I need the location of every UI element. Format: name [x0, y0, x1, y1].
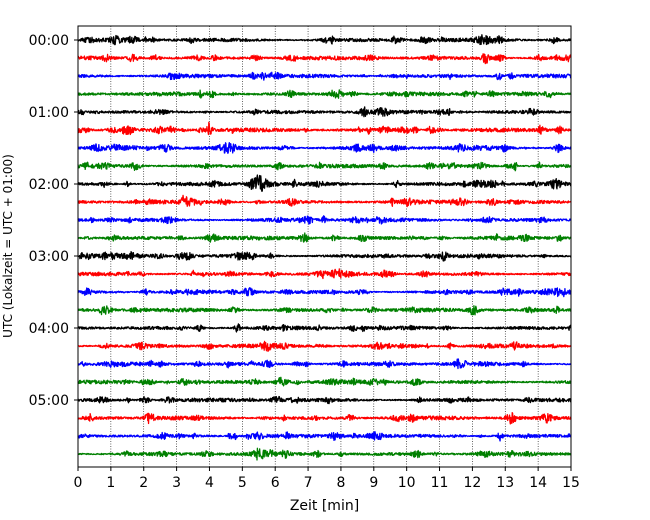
y-tick-label: 05:00: [29, 393, 69, 409]
seismic-trace: [77, 376, 572, 387]
seismic-trace: [77, 34, 572, 46]
seismic-trace: [77, 323, 572, 333]
seismic-trace: [77, 395, 572, 405]
x-tick-label: 5: [238, 475, 247, 491]
x-tick-label: 13: [496, 475, 514, 491]
seismic-trace: [77, 161, 572, 172]
x-axis: 0 1 2 3 4 5 6 7 8 9 10 11 12 13 14 15: [74, 467, 580, 491]
seismic-trace: [77, 287, 572, 298]
x-tick-label: 9: [369, 475, 378, 491]
x-tick-label: 0: [74, 475, 83, 491]
seismic-trace: [77, 71, 572, 81]
y-tick-label: 01:00: [29, 105, 69, 121]
seismic-trace: [77, 174, 572, 193]
seismic-trace: [77, 53, 572, 65]
trace-layer: [77, 34, 572, 461]
x-tick-label: 12: [463, 475, 481, 491]
y-tick-label: 00:00: [29, 33, 69, 49]
x-tick-label: 7: [304, 475, 313, 491]
x-tick-label: 8: [336, 475, 345, 491]
y-tick-label: 04:00: [29, 321, 69, 337]
x-tick-label: 4: [205, 475, 214, 491]
seismic-trace: [77, 232, 572, 243]
seismic-trace: [77, 358, 572, 370]
seismic-trace: [77, 412, 572, 425]
seismic-trace: [77, 215, 572, 225]
seismic-trace: [77, 305, 572, 316]
x-axis-title: Zeit [min]: [290, 498, 359, 514]
x-tick-label: 14: [529, 475, 547, 491]
seismic-trace: [77, 106, 572, 118]
seismic-trace: [77, 250, 572, 262]
x-tick-label: 2: [139, 475, 148, 491]
y-tick-label: 02:00: [29, 177, 69, 193]
seismic-trace: [77, 268, 572, 280]
seismic-trace: [77, 431, 572, 442]
seismic-trace: [77, 194, 572, 208]
x-tick-label: 6: [271, 475, 280, 491]
seismic-trace: [77, 447, 572, 461]
y-axis-title: UTC (Lokalzeit = UTC + 01:00): [1, 154, 15, 338]
x-tick-label: 15: [562, 475, 580, 491]
seismic-trace: [77, 121, 572, 136]
seismic-trace: [77, 340, 572, 352]
seismic-trace: [77, 142, 572, 154]
x-tick-label: 1: [106, 475, 115, 491]
seismic-trace: [77, 89, 572, 99]
x-tick-label: 3: [172, 475, 181, 491]
grid-layer: [110, 26, 539, 467]
plot-frame: [77, 25, 572, 468]
y-axis: 00:00 01:00 02:00 03:00 04:00 05:00: [29, 33, 78, 409]
x-tick-label: 11: [431, 475, 449, 491]
x-tick-label: 10: [398, 475, 416, 491]
y-tick-label: 03:00: [29, 249, 69, 265]
